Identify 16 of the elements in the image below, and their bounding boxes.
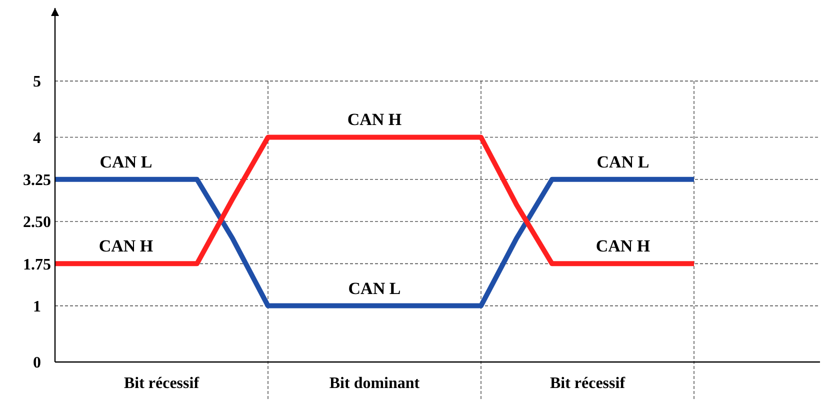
series-label: CAN L bbox=[100, 152, 152, 172]
text: CAN H bbox=[596, 236, 650, 256]
x-tick-label: Bit dominant bbox=[329, 375, 420, 392]
text: CAN L bbox=[596, 152, 650, 172]
y-tick-label: 3.25 bbox=[23, 172, 51, 189]
x-tick-label: Bit récessif bbox=[124, 375, 200, 392]
y-tick-label: 1 bbox=[33, 298, 41, 316]
y-tick-label: 1.75 bbox=[23, 256, 51, 274]
series-label: CAN H bbox=[347, 110, 402, 130]
y-tick-label: 5 bbox=[33, 74, 41, 91]
text: CAN H bbox=[98, 236, 154, 256]
y-tick-label: 2.50 bbox=[23, 214, 51, 232]
x-tick-label: Bit récessif bbox=[550, 375, 626, 392]
text: CAN L bbox=[348, 278, 401, 298]
y-tick-label: 4 bbox=[33, 130, 41, 147]
y-tick-label: 0 bbox=[33, 354, 41, 372]
